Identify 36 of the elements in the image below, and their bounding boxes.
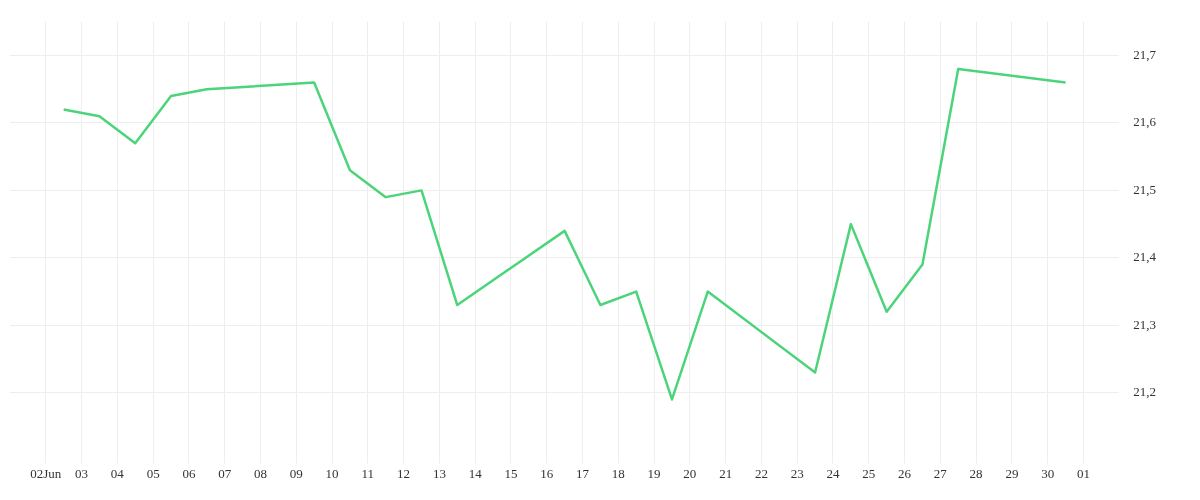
- x-tick-label: 15: [504, 465, 518, 481]
- x-tick-label: 04: [110, 465, 125, 481]
- x-tick-label: 13: [432, 465, 446, 481]
- x-tick-label: 23: [790, 465, 804, 481]
- x-tick-label: 17: [576, 465, 590, 481]
- x-tick-label: 28: [969, 465, 983, 481]
- x-tick-label: 16: [540, 465, 554, 481]
- y-tick-label: 21,5: [1133, 181, 1156, 197]
- x-tick-label: 01: [1076, 465, 1090, 481]
- y-tick-label: 21,3: [1133, 316, 1156, 332]
- x-tick-label: 20: [683, 465, 697, 481]
- y-tick-label: 21,4: [1133, 249, 1157, 265]
- x-tick-label: 30: [1041, 465, 1055, 481]
- x-tick-label: 26: [898, 465, 912, 481]
- x-tick-label: 29: [1005, 465, 1019, 481]
- x-tick-label: 21: [719, 465, 733, 481]
- x-tick-label: 19: [647, 465, 661, 481]
- x-tick-label: 18: [611, 465, 625, 481]
- y-tick-label: 21,7: [1133, 46, 1157, 62]
- x-tick-label: 11: [361, 465, 375, 481]
- x-tick-label: 25: [862, 465, 876, 481]
- x-tick-label: 02Jun: [30, 465, 62, 481]
- x-tick-label: 03: [75, 465, 89, 481]
- x-tick-label: 12: [397, 465, 411, 481]
- x-tick-label: 08: [253, 465, 267, 481]
- x-tick-label: 09: [289, 465, 303, 481]
- x-tick-label: 06: [182, 465, 196, 481]
- x-tick-label: 10: [325, 465, 339, 481]
- x-tick-label: 05: [146, 465, 160, 481]
- x-tick-label: 22: [754, 465, 768, 481]
- x-tick-label: 07: [218, 465, 232, 481]
- x-tick-label: 27: [933, 465, 948, 481]
- y-tick-label: 21,6: [1133, 114, 1157, 130]
- x-tick-label: 14: [468, 465, 483, 481]
- y-tick-label: 21,2: [1133, 384, 1156, 400]
- x-tick-label: 24: [826, 465, 840, 481]
